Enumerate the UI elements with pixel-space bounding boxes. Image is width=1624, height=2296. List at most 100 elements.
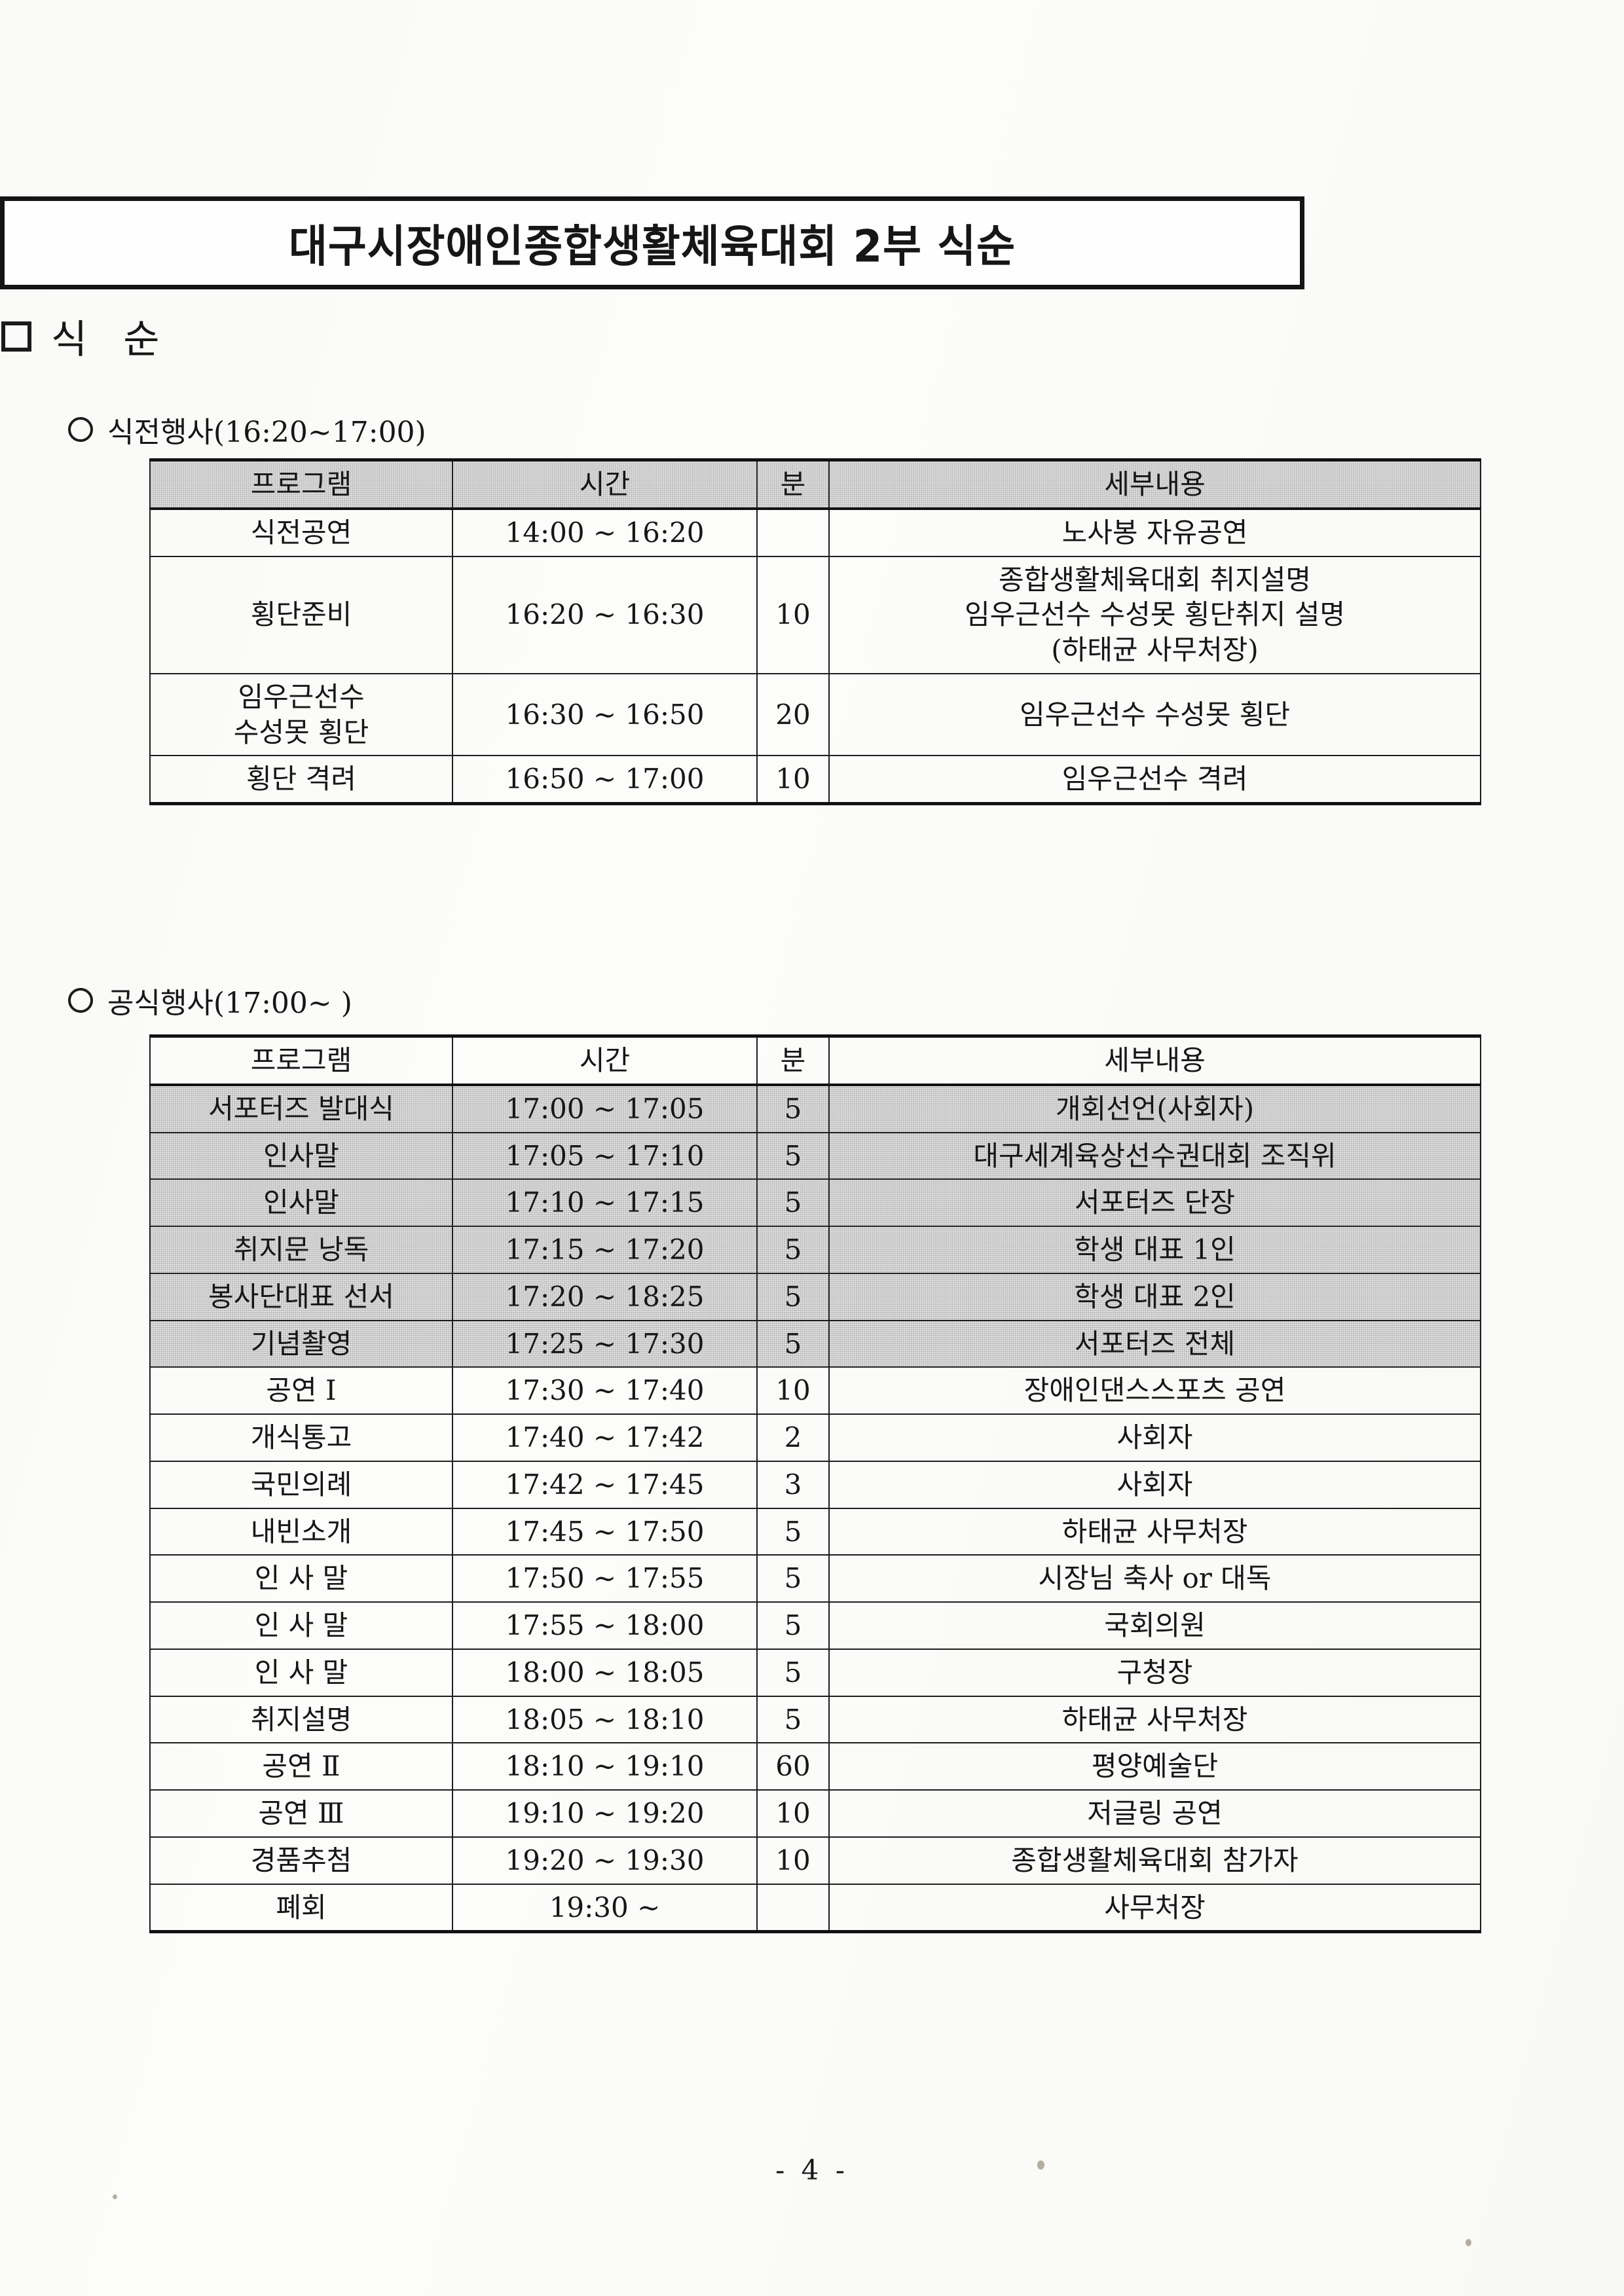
cell-detail: 서포터즈 단장 [828, 1178, 1481, 1227]
table-row: 인 사 말 17:55 ~ 18:00 5 국회의원 [149, 1601, 1481, 1650]
circle-outline-icon [68, 988, 93, 1013]
table-header-row: 프로그램 시간 분 세부내용 [149, 458, 1481, 510]
circle-outline-icon [68, 417, 93, 442]
cell-program: 횡단 격려 [149, 755, 453, 806]
table-row: 내빈소개 17:45 ~ 17:50 5 하태균 사무처장 [149, 1507, 1481, 1556]
cell-program: 횡단준비 [149, 555, 453, 674]
cell-minutes: 5 [756, 1695, 830, 1744]
cell-minutes: 5 [756, 1272, 830, 1321]
cell-detail: 임우근선수 격려 [828, 755, 1481, 806]
subheading-pre-event: 식전행사(16:20~17:00) [68, 409, 426, 450]
cell-minutes: 5 [756, 1131, 830, 1180]
cell-program: 공연 Ⅰ [149, 1366, 453, 1415]
scan-speck [1466, 2239, 1471, 2246]
cell-time: 18:00 ~ 18:05 [452, 1648, 758, 1697]
table-row: 폐회 19:30 ~ 사무처장 [149, 1883, 1481, 1934]
table-row: 국민의례 17:42 ~ 17:45 3 사회자 [149, 1460, 1481, 1509]
cell-program: 경품추첨 [149, 1836, 453, 1885]
cell-minutes: 60 [756, 1742, 830, 1791]
cell-minutes: 2 [756, 1413, 830, 1462]
cell-program: 내빈소개 [149, 1507, 453, 1556]
cell-program: 임우근선수 수성못 횡단 [149, 672, 453, 757]
cell-program: 인 사 말 [149, 1648, 453, 1697]
cell-program: 인 사 말 [149, 1601, 453, 1650]
official-event-table-body: 서포터즈 발대식 17:00 ~ 17:05 5 개회선언(사회자) 인사말 17:05 … [149, 1084, 1481, 1934]
cell-minutes: 10 [756, 1366, 830, 1415]
cell-detail: 평양예술단 [828, 1742, 1481, 1791]
table-row: 인사말 17:05 ~ 17:10 5 대구세계육상선수권대회 조직위 [149, 1131, 1481, 1180]
pre-event-table-body: 식전공연 14:00 ~ 16:20 노사봉 자유공연 횡단준비 16:20 ~ 16:… [149, 507, 1481, 806]
table-header-row: 프로그램 시간 분 세부내용 [149, 1034, 1481, 1086]
cell-detail: 종합생활체육대회 참가자 [828, 1836, 1481, 1885]
cell-time: 17:20 ~ 18:25 [452, 1272, 758, 1321]
cell-minutes [756, 1883, 830, 1934]
cell-time: 19:20 ~ 19:30 [452, 1836, 758, 1885]
column-header-detail: 세부내용 [828, 1034, 1481, 1086]
cell-time: 17:15 ~ 17:20 [452, 1226, 758, 1274]
cell-time: 17:50 ~ 17:55 [452, 1554, 758, 1603]
cell-program: 서포터즈 발대식 [149, 1084, 453, 1133]
column-header-time: 시간 [452, 1034, 758, 1086]
cell-program: 인사말 [149, 1131, 453, 1180]
page-number: - 4 - [775, 2154, 849, 2186]
cell-minutes: 5 [756, 1601, 830, 1650]
cell-time: 18:10 ~ 19:10 [452, 1742, 758, 1791]
scan-speck [113, 2195, 117, 2199]
cell-minutes: 10 [756, 1836, 830, 1885]
cell-detail: 하태균 사무처장 [828, 1507, 1481, 1556]
cell-program: 식전공연 [149, 507, 453, 557]
cell-detail: 대구세계육상선수권대회 조직위 [828, 1131, 1481, 1180]
subheading-official-event-label: 공식행사(17:00~ ) [107, 987, 352, 1020]
cell-detail: 사회자 [828, 1413, 1481, 1462]
cell-detail: 학생 대표 2인 [828, 1272, 1481, 1321]
cell-minutes: 10 [756, 755, 830, 806]
cell-detail: 사회자 [828, 1460, 1481, 1509]
cell-program: 공연 Ⅲ [149, 1789, 453, 1838]
official-event-schedule-table: 프로그램 시간 분 세부내용 서포터즈 발대식 17:00 ~ 17:05 5 개회선… [149, 1034, 1481, 1934]
table-row: 공연 Ⅱ 18:10 ~ 19:10 60 평양예술단 [149, 1742, 1481, 1791]
table-row: 서포터즈 발대식 17:00 ~ 17:05 5 개회선언(사회자) [149, 1084, 1481, 1133]
table-row: 인사말 17:10 ~ 17:15 5 서포터즈 단장 [149, 1178, 1481, 1227]
column-header-minutes: 분 [756, 1034, 830, 1086]
table-row: 인 사 말 17:50 ~ 17:55 5 시장님 축사 or 대독 [149, 1554, 1481, 1603]
column-header-program: 프로그램 [149, 1034, 453, 1086]
table-row: 취지문 낭독 17:15 ~ 17:20 5 학생 대표 1인 [149, 1226, 1481, 1274]
cell-minutes: 10 [756, 555, 830, 674]
cell-program: 개식통고 [149, 1413, 453, 1462]
cell-detail: 시장님 축사 or 대독 [828, 1554, 1481, 1603]
page-title: 대구시장애인종합생활체육대회 2부 식순 [288, 221, 1016, 273]
square-outline-icon [1, 321, 31, 352]
cell-program: 인사말 [149, 1178, 453, 1227]
table-row: 개식통고 17:40 ~ 17:42 2 사회자 [149, 1413, 1481, 1462]
cell-minutes: 5 [756, 1084, 830, 1133]
column-header-time: 시간 [452, 458, 758, 510]
column-header-minutes: 분 [756, 458, 830, 510]
table-row: 임우근선수 수성못 횡단 16:30 ~ 16:50 20 임우근선수 수성못 횡단 [149, 672, 1481, 757]
cell-detail: 노사봉 자유공연 [828, 507, 1481, 557]
cell-minutes: 3 [756, 1460, 830, 1509]
scan-speck [1037, 2160, 1044, 2170]
pre-event-schedule-table: 프로그램 시간 분 세부내용 식전공연 14:00 ~ 16:20 노사봉 자유공연… [149, 458, 1481, 806]
cell-program: 기념촬영 [149, 1319, 453, 1368]
document-title-box: 대구시장애인종합생활체육대회 2부 식순 [0, 196, 1304, 289]
cell-minutes: 10 [756, 1789, 830, 1838]
cell-program: 취지문 낭독 [149, 1226, 453, 1274]
cell-time: 17:05 ~ 17:10 [452, 1131, 758, 1180]
cell-detail: 서포터즈 전체 [828, 1319, 1481, 1368]
table-row: 기념촬영 17:25 ~ 17:30 5 서포터즈 전체 [149, 1319, 1481, 1368]
cell-time: 16:30 ~ 16:50 [452, 672, 758, 757]
cell-detail: 국회의원 [828, 1601, 1481, 1650]
table-row: 식전공연 14:00 ~ 16:20 노사봉 자유공연 [149, 507, 1481, 557]
cell-minutes: 5 [756, 1226, 830, 1274]
table-row: 공연 Ⅰ 17:30 ~ 17:40 10 장애인댄스스포츠 공연 [149, 1366, 1481, 1415]
cell-detail: 사무처장 [828, 1883, 1481, 1934]
cell-minutes: 5 [756, 1648, 830, 1697]
cell-time: 19:30 ~ [452, 1883, 758, 1934]
cell-detail: 하태균 사무처장 [828, 1695, 1481, 1744]
subheading-official-event: 공식행사(17:00~ ) [68, 979, 352, 1021]
column-header-detail: 세부내용 [828, 458, 1481, 510]
cell-program: 폐회 [149, 1883, 453, 1934]
cell-minutes: 5 [756, 1178, 830, 1227]
cell-program: 봉사단대표 선서 [149, 1272, 453, 1321]
